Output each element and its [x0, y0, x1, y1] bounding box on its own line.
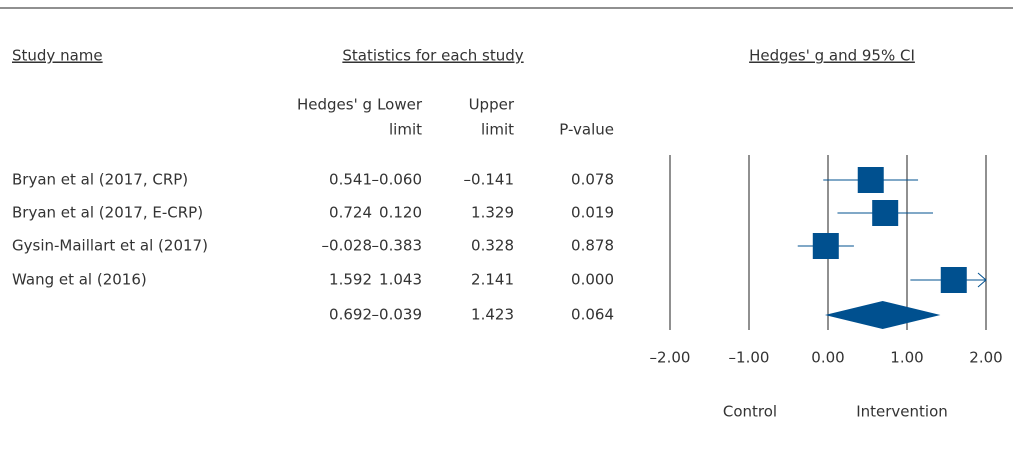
column-header: limit	[389, 121, 422, 139]
column-header: P-value	[559, 121, 614, 139]
study-name: Gysin-Maillart et al (2017)	[12, 237, 208, 255]
annotation: Control	[723, 403, 777, 421]
table-cell: 0.328	[471, 237, 514, 255]
x-tick-label: 0.00	[811, 349, 844, 367]
table-cell: 1.329	[471, 204, 514, 222]
x-tick-label: –1.00	[729, 349, 770, 367]
summary-cell: –0.039	[372, 306, 422, 324]
column-header: Hedges' g	[297, 96, 372, 114]
table-cell: –0.383	[372, 237, 422, 255]
summary-diamond	[824, 301, 941, 329]
table-cell: 0.120	[379, 204, 422, 222]
table-cell: 0.878	[571, 237, 614, 255]
table-cell: 0.019	[571, 204, 614, 222]
table-cell: 0.541	[329, 171, 372, 189]
column-header: limit	[481, 121, 514, 139]
effect-box	[812, 233, 839, 259]
summary-cell: 0.692	[329, 306, 372, 324]
column-header: Lower	[377, 96, 423, 114]
summary-cell: 1.423	[471, 306, 514, 324]
summary-cell: 0.064	[571, 306, 614, 324]
study-name: Bryan et al (2017, E-CRP)	[12, 204, 203, 222]
table-cell: 1.592	[329, 271, 372, 289]
table-cell: –0.141	[464, 171, 514, 189]
annotation: Intervention	[856, 403, 948, 421]
effect-box	[857, 167, 884, 193]
x-tick-label: –2.00	[650, 349, 691, 367]
effect-box	[940, 267, 967, 293]
x-tick-label: 1.00	[890, 349, 923, 367]
table-cell: 2.141	[471, 271, 514, 289]
chart-title: Hedges' g and 95% CI	[749, 47, 915, 65]
x-tick-label: 2.00	[969, 349, 1002, 367]
column-header: Upper	[469, 96, 515, 114]
ci-arrow	[977, 272, 987, 288]
study-name: Bryan et al (2017, CRP)	[12, 171, 188, 189]
study-name: Wang et al (2016)	[12, 271, 147, 289]
table-cell: –0.060	[372, 171, 422, 189]
table-cell: 1.043	[379, 271, 422, 289]
study-header: Study name	[12, 47, 103, 65]
table-cell: 0.000	[571, 271, 614, 289]
stats-header: Statistics for each study	[342, 47, 523, 65]
effect-box	[872, 200, 899, 226]
table-cell: 0.724	[329, 204, 372, 222]
table-cell: 0.078	[571, 171, 614, 189]
table-cell: –0.028	[322, 237, 372, 255]
